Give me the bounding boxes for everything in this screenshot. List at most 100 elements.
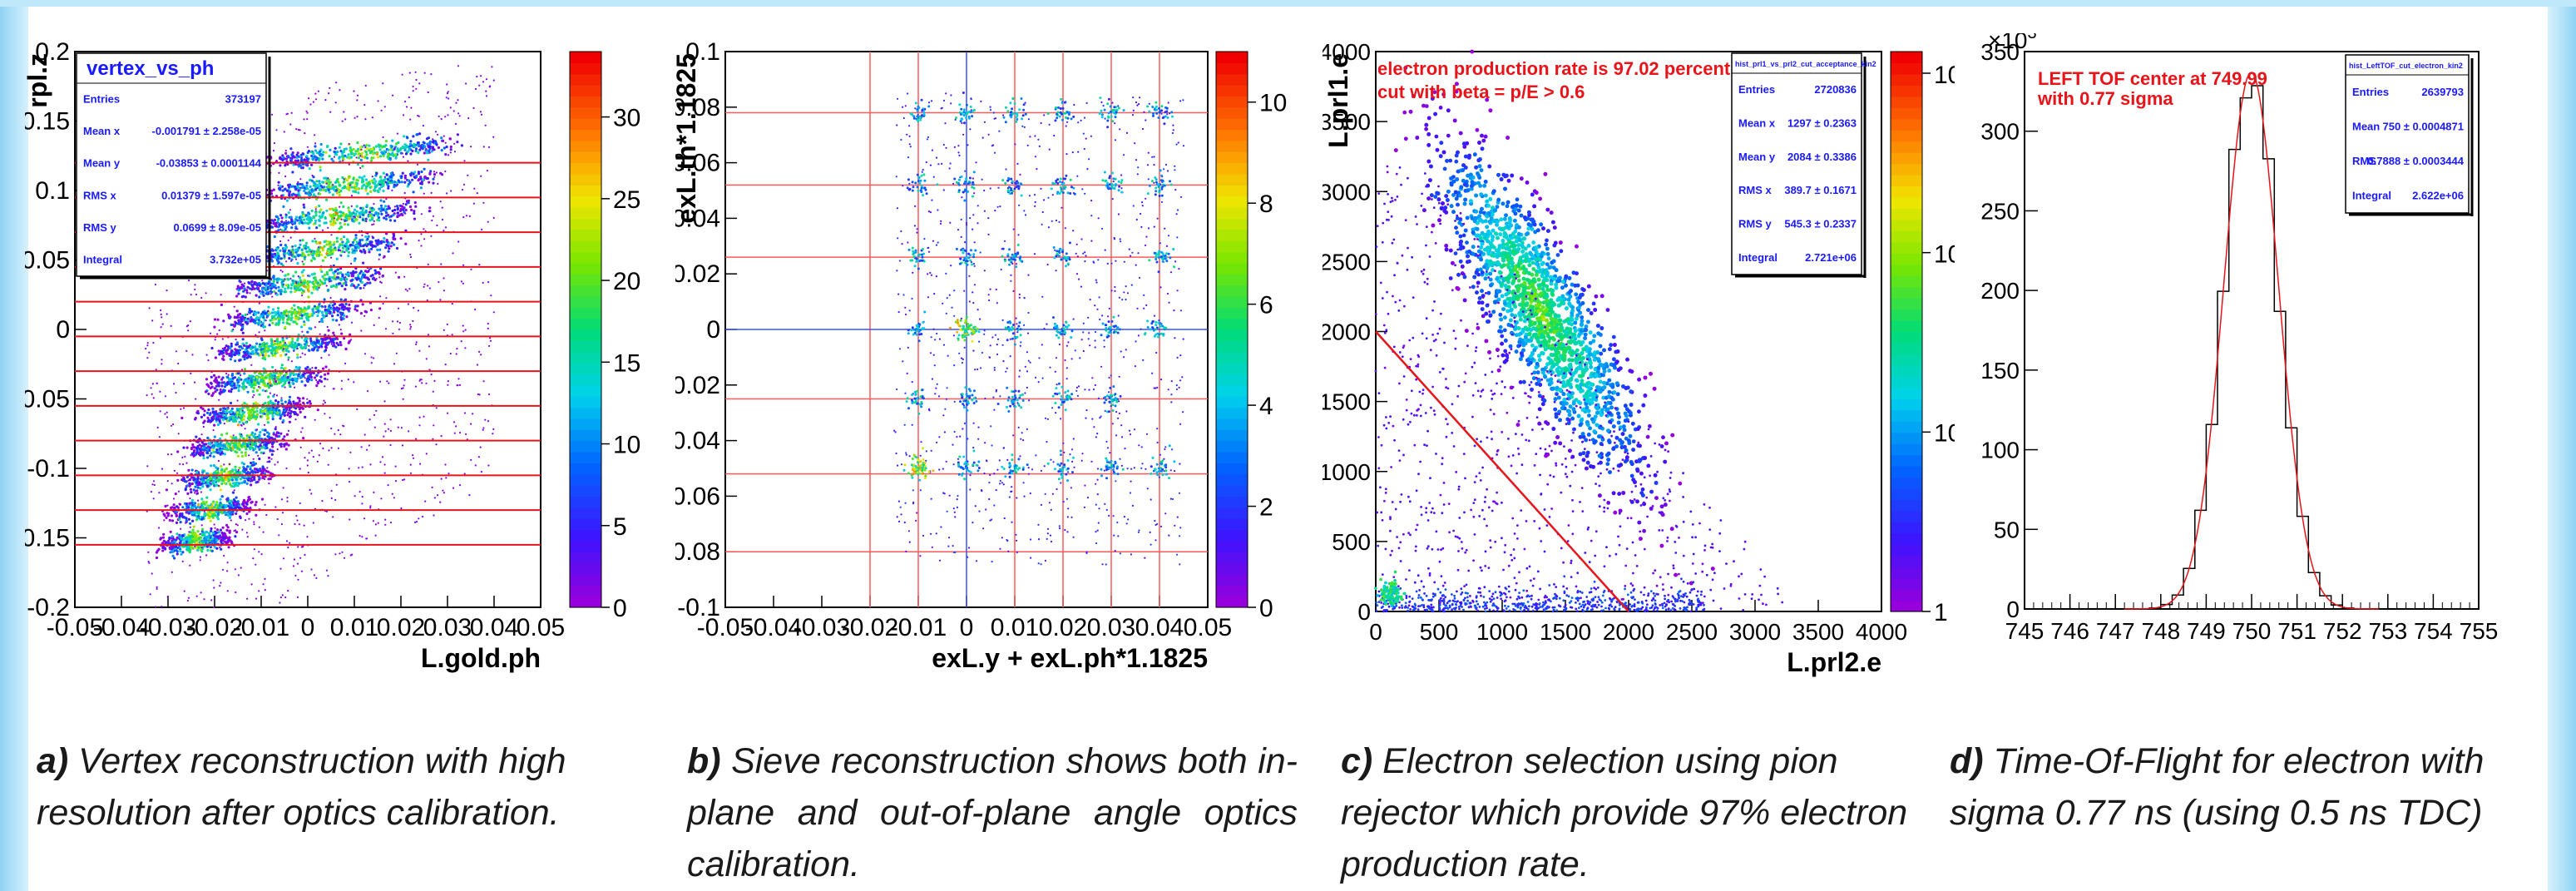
chart-a-point — [344, 280, 348, 284]
chart-a-point — [402, 206, 405, 210]
chart-a-point — [288, 395, 292, 398]
chart-a-point — [404, 242, 408, 245]
chart-a-point — [240, 481, 244, 485]
chart-a-point — [254, 401, 257, 404]
chart-a-point — [312, 371, 315, 374]
chart-a-point — [351, 181, 354, 184]
chart-a-point — [250, 483, 253, 487]
chart-a-point — [403, 181, 407, 184]
chart-a-point — [284, 309, 288, 312]
chart-a-point — [292, 346, 295, 349]
chart-a-point — [339, 244, 342, 247]
chart-a-point — [290, 226, 294, 230]
chart-a-point — [323, 245, 326, 248]
chart-a-point — [242, 502, 245, 506]
chart-a-point — [240, 451, 244, 454]
chart-a-point — [200, 527, 205, 531]
chart-a-point — [292, 192, 295, 196]
chart-a-point — [280, 364, 284, 367]
chart-a-point — [242, 437, 245, 440]
chart-a-point — [275, 339, 279, 343]
chart-a-point — [394, 156, 398, 160]
chart-a-x-tick-label: 0.05 — [517, 614, 565, 641]
chart-a-point — [314, 205, 318, 209]
chart-a-point — [314, 156, 318, 159]
chart-a-point — [433, 173, 437, 176]
chart-a-point — [205, 537, 208, 540]
chart-a-point — [228, 476, 231, 479]
chart-a-point — [240, 329, 243, 332]
chart-a-point — [194, 502, 197, 505]
chart-a-point — [198, 448, 201, 451]
chart-a-point — [165, 541, 168, 544]
chart-a-point — [315, 250, 319, 253]
chart-a-point — [234, 535, 237, 538]
chart-a-point — [261, 428, 265, 432]
chart-a-point — [334, 206, 338, 210]
chart-a-point — [344, 348, 348, 351]
chart-a-point — [321, 340, 324, 344]
chart-a-point — [192, 478, 195, 482]
chart-a-point — [356, 141, 359, 145]
chart-a-point — [236, 423, 240, 427]
chart-a-point — [214, 513, 217, 517]
chart-a-point — [294, 314, 298, 318]
chart-a-point — [207, 532, 211, 535]
chart-a-point — [294, 220, 297, 224]
chart-a-point — [189, 488, 192, 491]
chart-a-point — [264, 375, 267, 379]
chart-a-point — [319, 150, 322, 153]
chart-a-point — [255, 389, 259, 392]
chart-a-point — [319, 279, 322, 282]
chart-a-point — [357, 274, 360, 277]
chart-a-point — [281, 318, 284, 321]
chart-a-point — [270, 453, 274, 456]
chart-a-point — [256, 480, 260, 483]
chart-a-point — [275, 349, 279, 352]
chart-a-point — [378, 307, 382, 310]
chart-a-point — [277, 285, 280, 289]
chart-a-point — [244, 313, 247, 317]
chart-a-point — [269, 349, 273, 352]
chart-a-point — [344, 273, 348, 276]
chart-a-point — [284, 344, 287, 347]
chart-a-point — [261, 380, 265, 384]
chart-a-point — [260, 337, 263, 340]
chart-a-point — [280, 220, 284, 224]
chart-a-point — [360, 275, 363, 279]
chart-a-point — [346, 245, 349, 248]
chart-a-point — [185, 505, 189, 508]
chart-a-point — [274, 433, 278, 437]
chart-a-point — [270, 225, 274, 229]
chart-a-point — [195, 507, 198, 510]
chart-a-point — [410, 171, 413, 175]
chart-a-point — [315, 151, 319, 155]
chart-a-point — [427, 158, 430, 161]
chart-a-point — [234, 483, 237, 487]
chart-a-point — [214, 356, 217, 359]
chart-a-y-tick-label: 0.1 — [35, 177, 70, 205]
chart-a-point — [178, 547, 181, 550]
chart-a-point — [210, 452, 213, 455]
chart-a-point — [324, 215, 327, 220]
chart-a-point — [267, 401, 270, 404]
chart-a-point — [255, 375, 259, 379]
chart-a-point — [354, 305, 357, 309]
chart-a-point — [314, 211, 318, 215]
chart-a-point — [272, 433, 275, 436]
chart-a-point — [277, 255, 280, 258]
chart-a-point — [279, 214, 283, 217]
chart-a-point — [225, 375, 229, 379]
chart-a-point — [184, 488, 187, 492]
chart-a-point — [226, 497, 230, 500]
chart-a-point — [251, 346, 255, 349]
chart-a-point — [273, 235, 276, 239]
chart-a-point — [193, 504, 196, 507]
chart-a-point — [339, 298, 343, 301]
chart-a-point — [206, 420, 210, 423]
chart-a-point — [292, 410, 295, 414]
chart-a-point — [210, 375, 213, 379]
chart-a-point — [248, 497, 252, 501]
chart-a-point — [235, 496, 238, 499]
chart-a-point — [200, 415, 203, 418]
